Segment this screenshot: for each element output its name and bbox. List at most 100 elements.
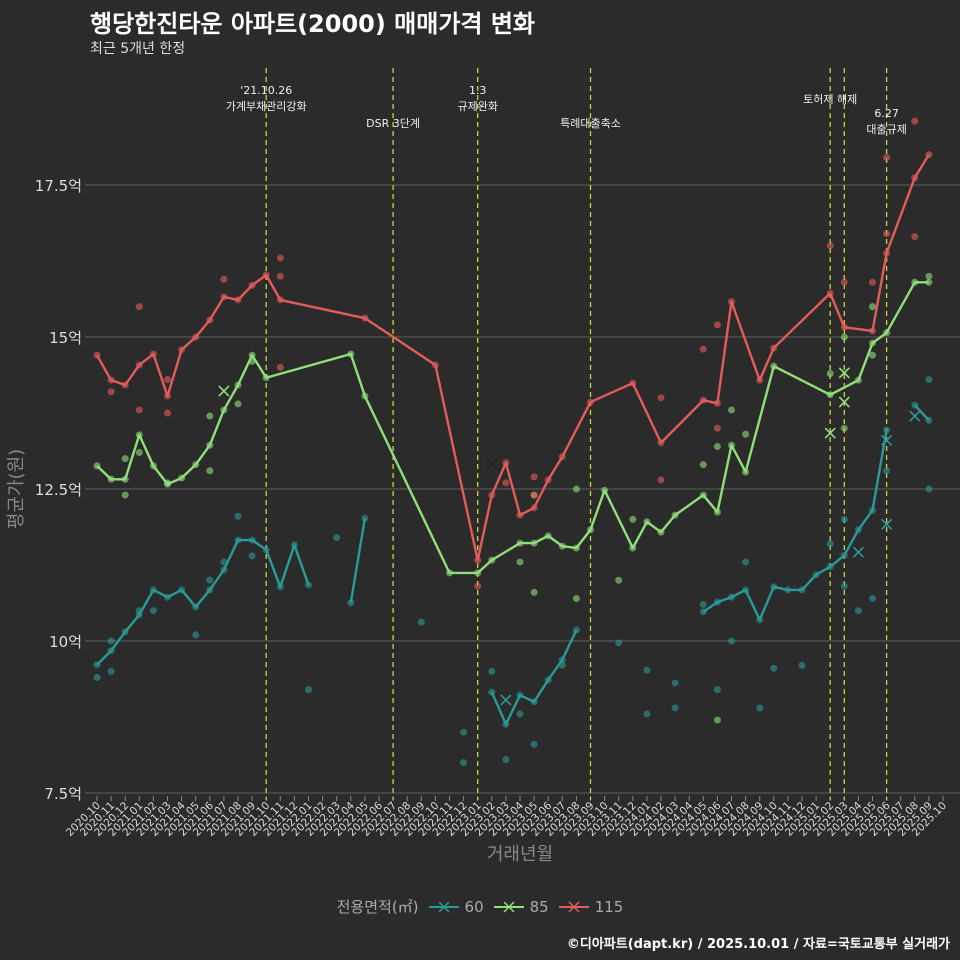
marked-point-60	[500, 694, 512, 706]
data-point-60	[728, 637, 735, 645]
data-point-85	[699, 461, 707, 469]
series-line-60	[349, 517, 367, 603]
data-point-60	[530, 740, 538, 748]
event-label: 가계부채관리강화	[226, 100, 307, 113]
legend-key-85	[493, 900, 524, 913]
data-point-115	[657, 476, 665, 484]
data-point-60	[925, 485, 933, 493]
data-point-60	[417, 618, 425, 626]
data-point-115	[826, 242, 834, 250]
data-point-115	[135, 406, 143, 414]
data-point-115	[883, 154, 891, 162]
data-point-60	[713, 686, 721, 694]
data-point-85	[925, 272, 933, 280]
data-point-60	[770, 664, 778, 672]
data-point-60	[854, 607, 862, 615]
legend-label-60: 60	[464, 897, 484, 916]
data-point-60	[869, 594, 876, 602]
data-point-85	[121, 455, 129, 463]
marked-point-85	[824, 427, 836, 439]
legend-item-60: 60	[428, 897, 484, 916]
data-point-115	[883, 230, 891, 238]
data-point-60	[248, 552, 256, 560]
legend: 전용면적(㎡) 60 85 115	[0, 896, 960, 917]
y-tick-label: 10억	[49, 633, 82, 651]
data-point-85	[572, 594, 580, 602]
y-tick-label: 12.5억	[35, 481, 82, 499]
data-point-115	[530, 473, 538, 481]
data-point-60	[671, 679, 679, 687]
data-point-60	[699, 601, 707, 609]
chart-title: 행당한진타운 아파트(2000) 매매가격 변화	[90, 10, 535, 38]
y-axis-label: 평균가(원)	[6, 449, 27, 529]
caption: ©디아파트(dapt.kr) / 2025.10.01 / 자료=국토교통부 실…	[566, 937, 950, 952]
data-point-60	[742, 558, 750, 566]
data-point-115	[911, 117, 919, 125]
series-line-60	[490, 629, 578, 726]
data-point-85	[234, 400, 242, 408]
data-point-85	[121, 491, 129, 499]
data-point-60	[883, 467, 891, 475]
data-point-115	[713, 321, 721, 329]
legend-key-60	[428, 900, 459, 913]
data-point-85	[840, 333, 848, 341]
data-point-85	[206, 412, 214, 420]
y-tick-label: 17.5억	[35, 177, 82, 195]
data-point-85	[615, 576, 623, 584]
data-point-60	[671, 704, 679, 712]
data-point-60	[206, 576, 214, 584]
data-point-85	[742, 430, 750, 438]
marked-point-60	[909, 410, 921, 422]
data-point-60	[925, 376, 933, 384]
data-point-60	[840, 582, 848, 590]
data-point-85	[713, 716, 721, 724]
event-label: 대출규제	[866, 123, 906, 136]
data-point-60	[107, 667, 115, 675]
data-point-60	[333, 534, 341, 542]
x-axis-label: 거래년월	[487, 844, 553, 865]
y-tick-label: 7.5억	[44, 785, 82, 803]
event-label: 1.3	[469, 84, 487, 97]
data-point-115	[276, 363, 284, 371]
data-point-115	[276, 254, 284, 262]
data-point-60	[192, 631, 200, 639]
data-point-85	[728, 406, 735, 414]
data-point-85	[516, 558, 524, 566]
data-point-60	[234, 512, 242, 520]
event-label: DSR 3단계	[366, 117, 420, 130]
data-point-115	[107, 388, 115, 396]
data-point-60	[840, 515, 848, 523]
data-point-85	[572, 485, 580, 493]
data-point-60	[516, 710, 524, 718]
data-point-115	[840, 278, 848, 286]
data-point-60	[488, 667, 496, 675]
data-point-115	[911, 233, 919, 241]
legend-label-115: 115	[594, 897, 624, 916]
data-point-60	[643, 710, 651, 718]
legend-item-115: 115	[558, 897, 624, 916]
data-point-60	[826, 540, 834, 548]
data-point-60	[460, 728, 468, 736]
legend-label-85: 85	[529, 897, 549, 916]
marked-point-85	[838, 396, 850, 408]
event-label: 토허제 해제	[803, 92, 857, 106]
data-point-85	[869, 351, 876, 359]
data-point-85	[206, 467, 214, 475]
marked-point-60	[881, 434, 893, 446]
data-point-60	[305, 686, 312, 694]
data-point-85	[869, 303, 876, 311]
series-line-115	[95, 153, 930, 562]
data-point-115	[699, 345, 707, 353]
data-point-60	[643, 666, 651, 674]
series-line-60	[913, 404, 930, 422]
marked-point-85	[218, 385, 230, 397]
data-point-115	[276, 272, 284, 280]
data-point-60	[615, 639, 623, 647]
event-label: 규제완화	[457, 100, 497, 113]
data-point-115	[474, 582, 482, 590]
data-point-60	[460, 759, 468, 767]
data-point-115	[530, 491, 538, 499]
series-line-60	[702, 429, 888, 621]
data-point-60	[502, 756, 510, 764]
data-point-60	[149, 607, 157, 615]
